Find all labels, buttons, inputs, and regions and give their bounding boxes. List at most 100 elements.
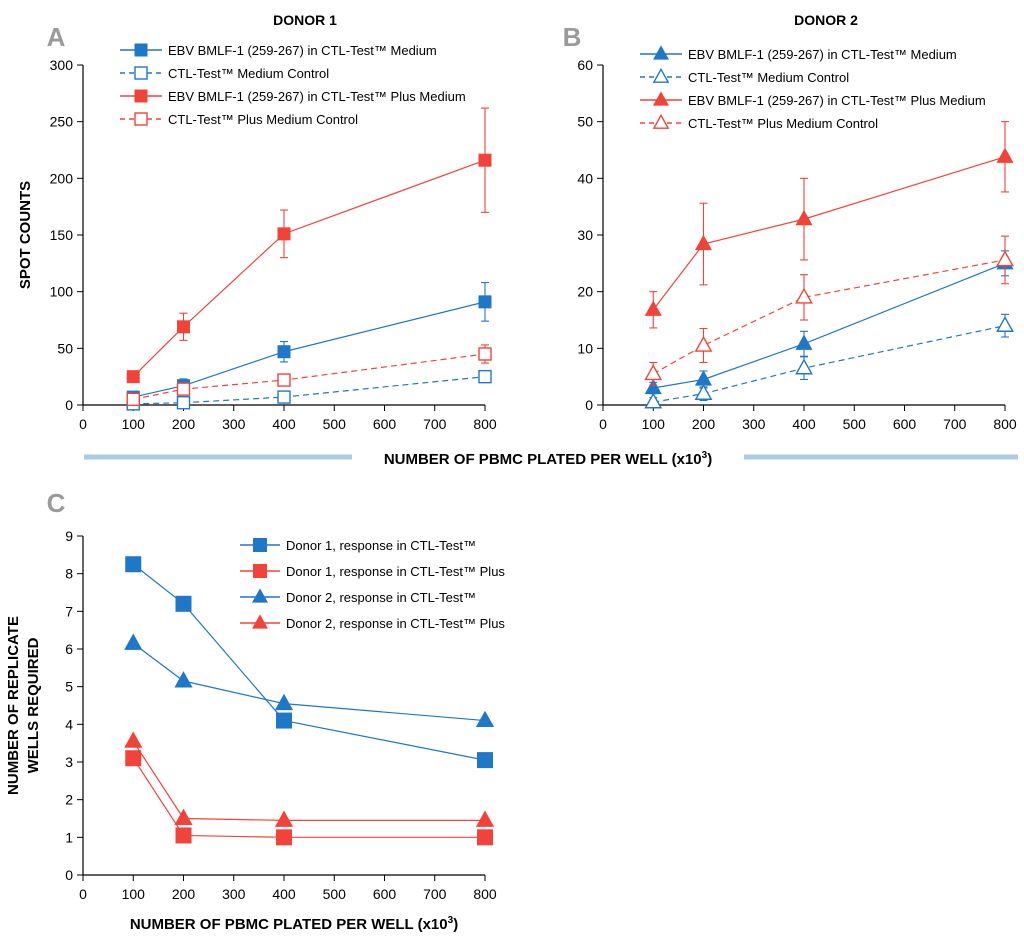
panel-c-series-1-point xyxy=(276,712,292,729)
panel-b-legend-label-3: EBV BMLF-1 (259-267) in CTL-Test™ Plus M… xyxy=(688,93,986,108)
panel-b-series-4-point xyxy=(644,364,663,381)
panel-a-legend-marker-3 xyxy=(134,89,148,103)
panel-b-series-2-point xyxy=(644,392,663,409)
panel-c-y-tick-label: 5 xyxy=(65,679,73,695)
panel-b-x-tick-label: 700 xyxy=(943,416,967,432)
panel-c-series-2-point xyxy=(125,750,142,767)
panel-c-x-tick-label: 0 xyxy=(79,886,87,902)
panel-a-legend-marker-1 xyxy=(134,43,148,57)
panel-c-legend-label-1: Donor 1, response in CTL-Test™ xyxy=(286,538,476,553)
panel-c-chart: C 0 100 200 300 400 500 600 700 800 0 1 2 3 4 5 6 7 8 9 NUMB… xyxy=(5,488,505,933)
panel-b-series-2-point xyxy=(996,315,1014,332)
panel-a-series-4-point xyxy=(176,382,191,396)
panel-c-series-2-line xyxy=(132,757,485,838)
panel-a-series-4-line xyxy=(133,353,486,400)
panel-b-x-tick-label: 200 xyxy=(692,416,716,432)
panel-c-series-3 xyxy=(124,633,495,728)
panel-c-legend-marker-3 xyxy=(251,588,269,603)
panel-c-y-axis-label-line: WELLS REQUIRED xyxy=(25,637,42,773)
panel-a-series-1-point xyxy=(277,345,291,359)
panel-b-series-4-point xyxy=(996,250,1014,267)
panel-a-y-tick-label: 100 xyxy=(50,284,74,300)
panel-a-x-tick-label: 600 xyxy=(373,416,397,432)
panel-a-y-tick-label: 300 xyxy=(50,57,74,73)
panel-b-y-tick-label: 60 xyxy=(577,57,593,73)
panel-c-y-tick-label: 8 xyxy=(65,566,73,582)
panel-a-legend-label-4: CTL-Test™ Plus Medium Control xyxy=(168,112,358,127)
panel-a-y-tick-label: 150 xyxy=(50,227,74,243)
panel-b-series-1-line xyxy=(653,262,1006,389)
panel-c-series-1-point xyxy=(477,752,493,769)
panel-c-series-1 xyxy=(125,556,493,769)
panel-b-legend-marker-1 xyxy=(652,45,670,60)
shared-x-axis-label-group: NUMBER OF PBMC PLATED PER WELL (x103) xyxy=(84,450,1018,468)
panel-c-legend-marker-4 xyxy=(251,614,269,629)
panel-c-y-tick-label: 9 xyxy=(65,528,73,544)
panel-a-series-1-line xyxy=(133,301,486,398)
panel-b-x-tick-label: 600 xyxy=(893,416,917,432)
panel-c-y-tick-label: 0 xyxy=(65,867,73,883)
panel-c-y-tick-label: 1 xyxy=(65,829,73,845)
panel-a-y-tick-label: 50 xyxy=(57,340,73,356)
panel-b-x-tick-label: 100 xyxy=(642,416,666,432)
panel-c-legend-marker-2 xyxy=(253,564,267,578)
panel-b-series-2-point xyxy=(694,383,713,400)
panel-b-series-1 xyxy=(644,250,1014,395)
panel-a-series-2-point xyxy=(176,396,191,410)
panel-b-series-4 xyxy=(644,235,1014,386)
panel-a-x-tick-label: 400 xyxy=(272,416,296,432)
panel-c-series-2-point xyxy=(477,829,493,846)
panel-b-x-tick-label: 0 xyxy=(599,416,607,432)
panel-b-series-2-point xyxy=(795,358,813,375)
panel-b-chart: B DONOR 2 0 100 200 300 400 500 600 700 800 0 10 20 30… xyxy=(563,12,1017,432)
panel-c-series-2-point xyxy=(175,827,192,844)
panel-b-series-2 xyxy=(644,313,1014,409)
panel-b-series-3-line xyxy=(652,156,1006,311)
panel-c-letter: C xyxy=(47,488,66,518)
panel-b-series-3-point xyxy=(795,209,813,226)
panel-b-y-tick-label: 20 xyxy=(577,284,593,300)
panel-c-series-2-point xyxy=(276,829,292,846)
panel-b-series-4-point xyxy=(795,287,813,304)
panel-a-x-tick-label: 500 xyxy=(323,416,347,432)
panel-b-y-tick-label: 50 xyxy=(577,114,593,130)
panel-a-y-axis-label: SPOT COUNTS xyxy=(17,181,34,289)
panel-c-x-axis-label-main: NUMBER OF PBMC PLATED PER WELL (x10 xyxy=(130,916,448,933)
panel-c-y-tick-label: 7 xyxy=(65,603,73,619)
panel-c-x-axis-label-end: ) xyxy=(453,916,458,933)
panel-a-x-tick-label: 0 xyxy=(79,416,87,432)
panel-a-y-tick-label: 200 xyxy=(50,170,74,186)
panel-c-series-3-point xyxy=(124,633,143,650)
panel-c-y-tick-label: 4 xyxy=(65,716,73,732)
panel-a-series-3-point xyxy=(177,320,190,334)
panel-c-y-tick-label: 3 xyxy=(65,754,73,770)
panel-a-series-4 xyxy=(126,344,492,407)
panel-b-legend-marker-3 xyxy=(652,91,670,106)
panel-c-x-axis-label-sup: 3 xyxy=(448,915,454,926)
panel-b-y-tick-label: 40 xyxy=(577,170,593,186)
panel-a-series-3-point xyxy=(126,370,140,384)
panel-c-legend-label-3: Donor 2, response in CTL-Test™ xyxy=(286,590,476,605)
panel-c-series-4-point xyxy=(174,808,193,825)
panel-b-legend-label-4: CTL-Test™ Plus Medium Control xyxy=(688,116,878,131)
panel-b-series-3-point xyxy=(996,147,1014,163)
panel-a-series-2-line xyxy=(133,376,486,405)
panel-a-y-tick-label: 250 xyxy=(50,114,74,130)
panel-c-series-4-point xyxy=(124,731,143,748)
panel-b-y-tick-label: 10 xyxy=(577,340,593,356)
panel-c-series-4-point xyxy=(274,810,294,827)
panel-b-series-3-point xyxy=(694,234,713,251)
panel-a-legend-label-2: CTL-Test™ Medium Control xyxy=(168,66,329,81)
panel-b-series-4-point xyxy=(694,335,713,352)
panel-b-title: DONOR 2 xyxy=(794,12,858,28)
panel-c-series-1-point xyxy=(125,556,142,573)
panel-c-x-tick-label: 600 xyxy=(373,886,397,902)
panel-c-x-tick-label: 100 xyxy=(122,886,146,902)
panel-c-y-axis-label-line: NUMBER OF REPLICATE xyxy=(5,616,22,795)
panel-c-legend-marker-1 xyxy=(253,538,267,552)
panel-b-x-tick-label: 300 xyxy=(742,416,766,432)
panel-a-series-4-point xyxy=(277,373,291,387)
panel-c-legend-label-2: Donor 1, response in CTL-Test™ Plus xyxy=(286,564,505,579)
panel-b-legend-label-1: EBV BMLF-1 (259-267) in CTL-Test™ Medium xyxy=(688,47,957,62)
